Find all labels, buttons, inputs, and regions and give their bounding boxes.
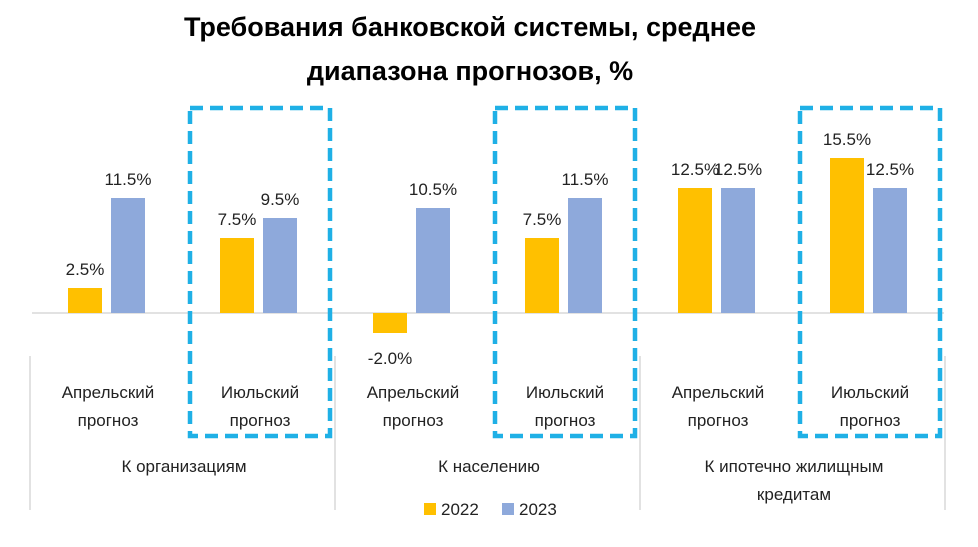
forecast-label: прогноз [840,411,901,430]
data-label: 12.5% [714,160,762,179]
group-label: кредитам [757,485,831,504]
data-label: 9.5% [261,190,300,209]
data-label: 10.5% [409,180,457,199]
data-label: 12.5% [671,160,719,179]
highlight-box-july-forecast [797,105,943,439]
bar-2023 [111,198,145,313]
group-label: К организациям [121,457,246,476]
highlight-box-july-forecast [187,105,333,439]
bar-2023 [416,208,450,313]
legend-swatch-2022 [424,503,436,515]
legend-label: 2022 [441,500,479,519]
bar-2022 [525,238,559,313]
data-label: 7.5% [523,210,562,229]
forecast-label: Апрельский [672,383,765,402]
forecast-label: Июльский [526,383,604,402]
forecast-label: Апрельский [62,383,155,402]
forecast-label: Июльский [221,383,299,402]
data-label: -2.0% [368,349,412,368]
data-label: 2.5% [66,260,105,279]
legend-label: 2023 [519,500,557,519]
group-label: К ипотечно жилищным [705,457,884,476]
forecast-label: Апрельский [367,383,460,402]
bar-2023 [263,218,297,313]
data-label: 12.5% [866,160,914,179]
bar-2022 [68,288,102,313]
bar-2023 [873,188,907,313]
chart-title: диапазона прогнозов, % [307,56,633,86]
legend-swatch-2023 [502,503,514,515]
data-label: 11.5% [562,170,609,189]
forecast-label: прогноз [383,411,444,430]
forecast-label: прогноз [78,411,139,430]
data-label: 11.5% [105,170,152,189]
bar-2023 [568,198,602,313]
forecast-label: прогноз [535,411,596,430]
bar-2022 [373,313,407,333]
data-label: 15.5% [823,130,871,149]
highlight-box-july-forecast [492,105,638,439]
bar-2022 [220,238,254,313]
bar-2023 [721,188,755,313]
bar-2022 [678,188,712,313]
chart-title: Требования банковской системы, среднее [184,12,756,42]
forecast-label: прогноз [688,411,749,430]
forecast-label: прогноз [230,411,291,430]
forecast-label: Июльский [831,383,909,402]
bar-2022 [830,158,864,313]
group-label: К населению [438,457,540,476]
data-label: 7.5% [218,210,257,229]
